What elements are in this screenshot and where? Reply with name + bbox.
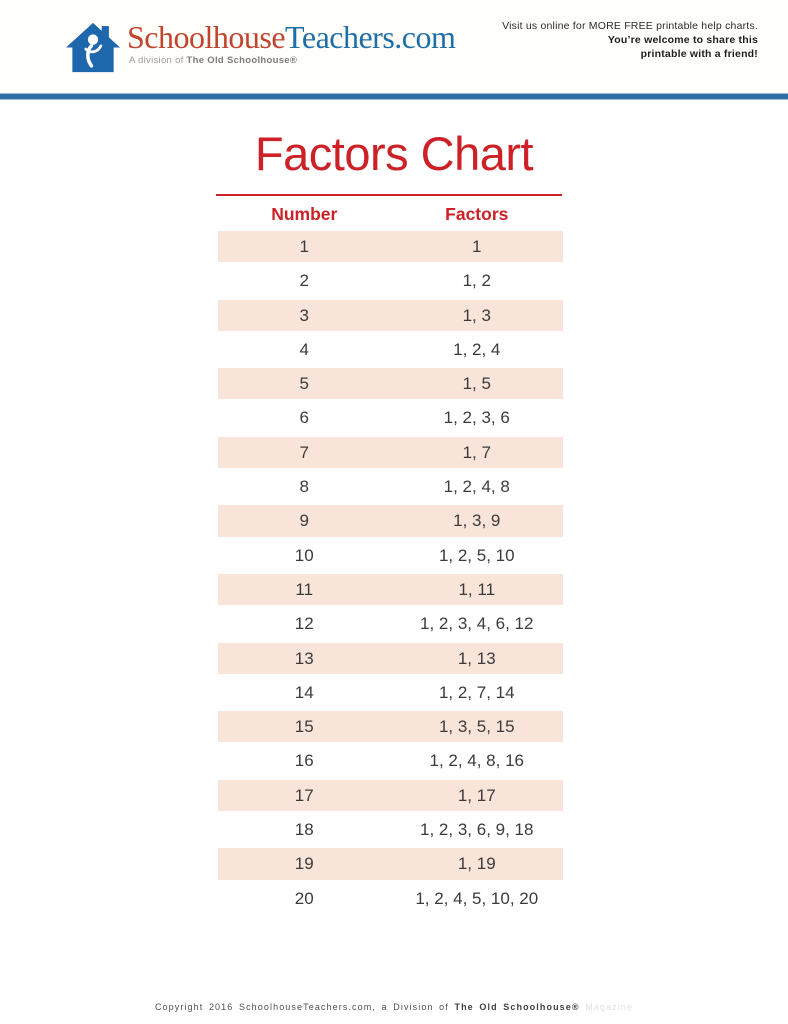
number-cell: 20 <box>294 888 314 908</box>
table-row: 6 1, 2, 3, 6 <box>218 402 563 433</box>
table-row: 8 1, 2, 4, 8 <box>218 471 563 502</box>
number-cell: 10 <box>294 545 314 565</box>
factors-cell: 1, 2, 3, 4, 6, 12 <box>420 614 534 634</box>
header: SchoolhouseTeachers.com A division of Th… <box>0 0 788 95</box>
blue-divider-rule <box>0 94 788 99</box>
page-title: Factors Chart <box>254 127 534 180</box>
schoolhouse-house-icon <box>66 22 120 73</box>
factors-cell: 1, 2, 5, 10 <box>438 545 515 565</box>
number-cell: 17 <box>294 785 314 805</box>
number-cell: 4 <box>299 339 309 359</box>
number-cell: 3 <box>299 305 309 325</box>
factors-cell: 1 <box>472 237 482 256</box>
table-row: 5 1, 5 <box>218 368 563 400</box>
tagline-prefix: A division of <box>129 55 187 66</box>
column-header-number: Number <box>271 204 338 224</box>
factors-cell: 1, 2, 3, 6 <box>443 408 510 428</box>
number-cell: 11 <box>295 579 314 599</box>
number-cell: 8 <box>299 477 309 497</box>
brand-schoolhouse: Schoolhouse <box>127 19 286 55</box>
table-row: 12 1, 2, 3, 4, 6, 12 <box>218 608 563 639</box>
number-cell: 14 <box>294 682 314 702</box>
factors-cell: 1, 3, 9 <box>453 511 501 531</box>
factors-cell: 1, 2, 3, 6, 9, 18 <box>420 820 534 840</box>
number-cell: 18 <box>294 820 314 840</box>
number-cell: 2 <box>299 271 309 291</box>
column-header-factors: Factors <box>445 204 509 224</box>
brand-name: SchoolhouseTeachers.com <box>127 19 456 55</box>
footer-copyright: Copyright 2016 SchoolhouseTeachers.com, … <box>0 1002 788 1012</box>
title-underline-rule <box>216 194 562 196</box>
factors-cell: 1, 19 <box>457 854 496 874</box>
table-row: 20 1, 2, 4, 5, 10, 20 <box>218 883 563 914</box>
promo-line-3: printable with a friend! <box>640 48 758 60</box>
table-row: 19 1, 19 <box>218 848 563 880</box>
table-row: 2 1, 2 <box>218 265 563 296</box>
number-cell: 9 <box>299 511 309 531</box>
factors-table-body: 1 1 2 1, 2 3 1, 3 4 1, 2, 4 5 1, 5 6 1, 2, 3, 6 7 1, … <box>218 231 563 914</box>
number-cell: 5 <box>299 374 309 394</box>
table-row: 9 1, 3, 9 <box>218 505 563 537</box>
number-cell: 19 <box>294 854 314 874</box>
factors-cell: 1, 13 <box>457 648 496 668</box>
factors-cell: 1, 2, 4, 8 <box>443 477 510 497</box>
factors-cell: 1, 7 <box>462 442 491 462</box>
factors-cell: 1, 17 <box>457 785 496 805</box>
logo-tagline: A division of The Old Schoolhouse® <box>129 55 455 66</box>
promo-line-2: You’re welcome to share this <box>607 34 758 46</box>
brand-teachers-com: Teachers.com <box>285 19 456 55</box>
schoolhouseteachers-logo: SchoolhouseTeachers.com A division of Th… <box>66 19 456 73</box>
number-cell: 7 <box>299 442 309 462</box>
factors-table: Number Factors 1 1 2 1, 2 3 1, 3 4 1, 2, 4 5 1, 5… <box>218 203 563 917</box>
factors-cell: 1, 3, 5, 15 <box>438 717 515 737</box>
factors-cell: 1, 2, 7, 14 <box>438 682 515 702</box>
table-row: 17 1, 17 <box>218 779 563 812</box>
factors-cell: 1, 2 <box>462 271 491 291</box>
number-cell: 13 <box>294 648 314 668</box>
promo-text: Visit us online for MORE FREE printable … <box>502 19 758 61</box>
logo-text-block: SchoolhouseTeachers.com A division of Th… <box>127 19 456 66</box>
table-row: 16 1, 2, 4, 8, 16 <box>218 745 563 776</box>
table-row: 11 1, 11 <box>218 573 563 606</box>
tagline-brand: The Old Schoolhouse® <box>186 55 298 66</box>
number-cell: 1 <box>299 237 309 256</box>
number-cell: 15 <box>294 717 314 737</box>
factors-cell: 1, 11 <box>458 579 496 599</box>
table-row: 4 1, 2, 4 <box>218 334 563 365</box>
number-cell: 12 <box>294 614 314 634</box>
number-cell: 6 <box>299 408 309 428</box>
footer-faint-text: Magazine <box>579 1002 634 1012</box>
promo-line-1: Visit us online for MORE FREE printable … <box>502 20 758 32</box>
table-row: 3 1, 3 <box>218 299 563 331</box>
table-row: 18 1, 2, 3, 6, 9, 18 <box>218 814 563 845</box>
factors-cell: 1, 5 <box>462 374 491 394</box>
table-row: 14 1, 2, 7, 14 <box>218 677 563 708</box>
table-header-row: Number Factors <box>218 203 563 227</box>
table-row: 7 1, 7 <box>218 436 563 469</box>
table-row: 15 1, 3, 5, 15 <box>218 711 563 743</box>
factors-cell: 1, 2, 4, 8, 16 <box>429 751 524 771</box>
number-cell: 16 <box>294 751 314 771</box>
factors-cell: 1, 2, 4 <box>453 339 501 359</box>
footer-brand-text: The Old Schoolhouse® <box>454 1002 580 1012</box>
factors-cell: 1, 3 <box>462 305 491 325</box>
footer-copyright-text: Copyright 2016 SchoolhouseTeachers.com, … <box>154 1002 455 1012</box>
factors-cell: 1, 2, 4, 5, 10, 20 <box>415 888 539 908</box>
table-row: 13 1, 13 <box>218 642 563 674</box>
table-row: 10 1, 2, 5, 10 <box>218 540 563 571</box>
